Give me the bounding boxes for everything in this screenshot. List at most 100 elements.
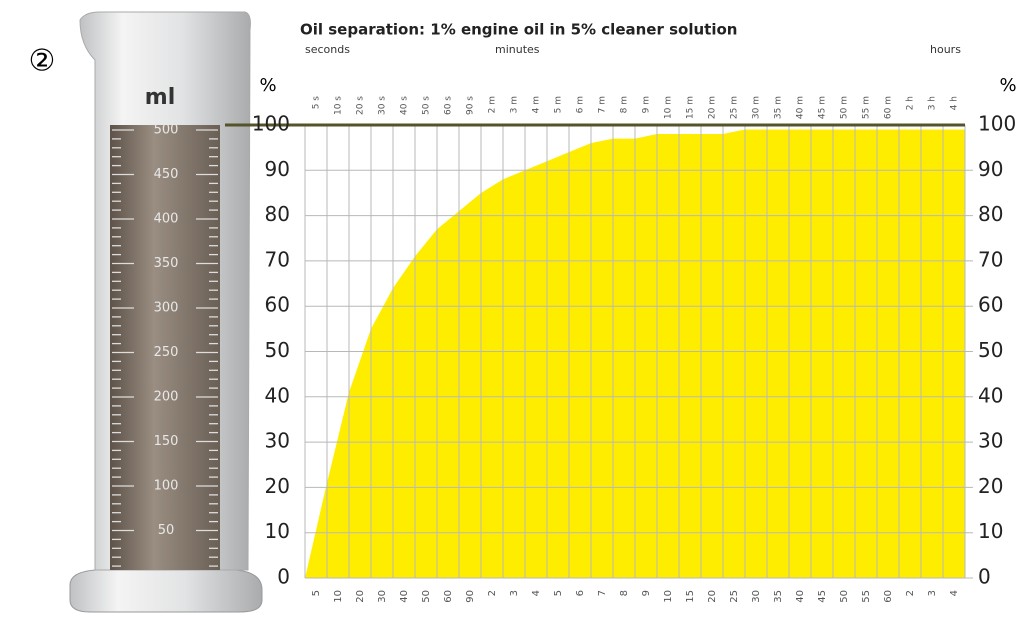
x-tick-label: 5 s xyxy=(312,96,322,110)
x-tick-label: 9 xyxy=(641,590,652,596)
x-tick-label: 40 xyxy=(399,590,410,603)
x-tick-label: 90 xyxy=(465,590,476,603)
y-tick-label: 50 xyxy=(978,338,1003,362)
x-tick-label: 60 xyxy=(443,590,454,603)
x-tick-label: 10 m xyxy=(664,96,674,119)
cylinder-tick-label: 250 xyxy=(154,345,179,360)
cylinder-unit: ml xyxy=(145,85,175,110)
x-tick-label: 20 xyxy=(355,590,366,603)
chart-title: Oil separation: 1% engine oil in 5% clea… xyxy=(300,21,737,39)
x-tick-label: 3 m xyxy=(510,96,520,113)
x-tick-label: 50 s xyxy=(422,96,432,115)
y-tick-label: 80 xyxy=(978,202,1003,226)
x-tick-label: 20 s xyxy=(356,96,366,115)
x-tick-label: 4 xyxy=(949,590,960,596)
x-tick-label: 2 xyxy=(487,590,498,596)
x-tick-label: 3 h xyxy=(928,96,938,110)
x-tick-label: 2 m xyxy=(488,96,498,113)
y-tick-label: 10 xyxy=(978,519,1003,543)
x-tick-label: 50 xyxy=(421,590,432,603)
y-axis-label: % xyxy=(999,75,1016,96)
x-tick-label: 8 m xyxy=(620,96,630,113)
x-tick-label: 30 s xyxy=(378,96,388,115)
x-tick-label: 10 s xyxy=(334,96,344,115)
x-tick-label: 40 xyxy=(795,590,806,603)
x-tick-label: 55 m xyxy=(862,96,872,119)
y-tick-label: 20 xyxy=(265,474,290,498)
cylinder-base xyxy=(70,570,262,612)
x-tick-label: 35 xyxy=(773,590,784,603)
cylinder-tick-label: 450 xyxy=(154,167,179,182)
cylinder-tick-label: 400 xyxy=(154,212,179,227)
x-tick-label: 6 xyxy=(575,590,586,596)
x-tick-label: 15 m xyxy=(686,96,696,119)
x-tick-label: 10 xyxy=(333,590,344,603)
x-tick-label: 15 xyxy=(685,590,696,603)
x-tick-label: 50 m xyxy=(840,96,850,119)
cylinder-tick-label: 150 xyxy=(154,434,179,449)
x-tick-label: 60 m xyxy=(884,96,894,119)
y-axis-label: % xyxy=(259,75,276,96)
page: ② ml Oil separation: 1% engine oil in 5%… xyxy=(0,0,1027,618)
x-tick-label: 40 m xyxy=(796,96,806,119)
y-tick-label: 20 xyxy=(978,474,1003,498)
x-tick-label: 7 m xyxy=(598,96,608,113)
x-group-label: minutes xyxy=(495,43,540,56)
x-tick-label: 30 xyxy=(751,590,762,603)
x-tick-label: 25 m xyxy=(730,96,740,119)
x-tick-label: 45 xyxy=(817,590,828,603)
cylinder-tick-label: 100 xyxy=(154,479,179,494)
x-tick-label: 50 xyxy=(839,590,850,603)
x-tick-label: 5 xyxy=(553,590,564,596)
x-tick-label: 4 m xyxy=(532,96,542,113)
y-tick-label: 90 xyxy=(265,157,290,181)
x-tick-label: 2 h xyxy=(906,96,916,110)
x-tick-label: 5 m xyxy=(554,96,564,113)
x-tick-label: 9 m xyxy=(642,96,652,113)
x-tick-label: 7 xyxy=(597,590,608,596)
y-tick-label: 60 xyxy=(265,293,290,317)
y-tick-label: 40 xyxy=(978,383,1003,407)
y-tick-label: 70 xyxy=(978,247,1003,271)
y-tick-label: 80 xyxy=(265,202,290,226)
y-tick-label: 0 xyxy=(978,565,991,589)
x-tick-label: 30 xyxy=(377,590,388,603)
cylinder-tick-label: 350 xyxy=(154,256,179,271)
x-tick-label: 60 xyxy=(883,590,894,603)
x-tick-label: 40 s xyxy=(400,96,410,115)
x-tick-label: 30 m xyxy=(752,96,762,119)
x-tick-label: 25 xyxy=(729,590,740,603)
x-tick-label: 6 m xyxy=(576,96,586,113)
y-tick-label: 50 xyxy=(265,338,290,362)
x-group-label: seconds xyxy=(305,43,350,56)
x-tick-label: 4 h xyxy=(950,96,960,110)
y-tick-label: 60 xyxy=(978,293,1003,317)
y-tick-label: 40 xyxy=(265,383,290,407)
x-tick-label: 3 xyxy=(927,590,938,596)
x-tick-label: 60 s xyxy=(444,96,454,115)
y-tick-label: 100 xyxy=(978,112,1016,136)
x-group-label: hours xyxy=(930,43,961,56)
x-tick-label: 35 m xyxy=(774,96,784,119)
x-tick-label: 90 s xyxy=(466,96,476,115)
x-tick-label: 20 m xyxy=(708,96,718,119)
y-tick-label: 70 xyxy=(265,247,290,271)
x-tick-label: 8 xyxy=(619,590,630,596)
x-tick-label: 4 xyxy=(531,590,542,596)
x-tick-label: 2 xyxy=(905,590,916,596)
marker: ② xyxy=(29,44,56,79)
y-tick-label: 0 xyxy=(277,565,290,589)
cylinder-tick-label: 200 xyxy=(154,390,179,405)
y-tick-label: 10 xyxy=(265,519,290,543)
y-tick-label: 30 xyxy=(978,429,1003,453)
y-tick-label: 30 xyxy=(265,429,290,453)
x-tick-label: 10 xyxy=(663,590,674,603)
x-tick-label: 45 m xyxy=(818,96,828,119)
cylinder-tick-label: 300 xyxy=(154,301,179,316)
cylinder-tick-label: 500 xyxy=(154,123,179,138)
y-tick-label: 100 xyxy=(252,112,290,136)
x-tick-label: 55 xyxy=(861,590,872,603)
x-tick-label: 20 xyxy=(707,590,718,603)
x-tick-label: 3 xyxy=(509,590,520,596)
x-tick-label: 5 xyxy=(311,590,322,596)
